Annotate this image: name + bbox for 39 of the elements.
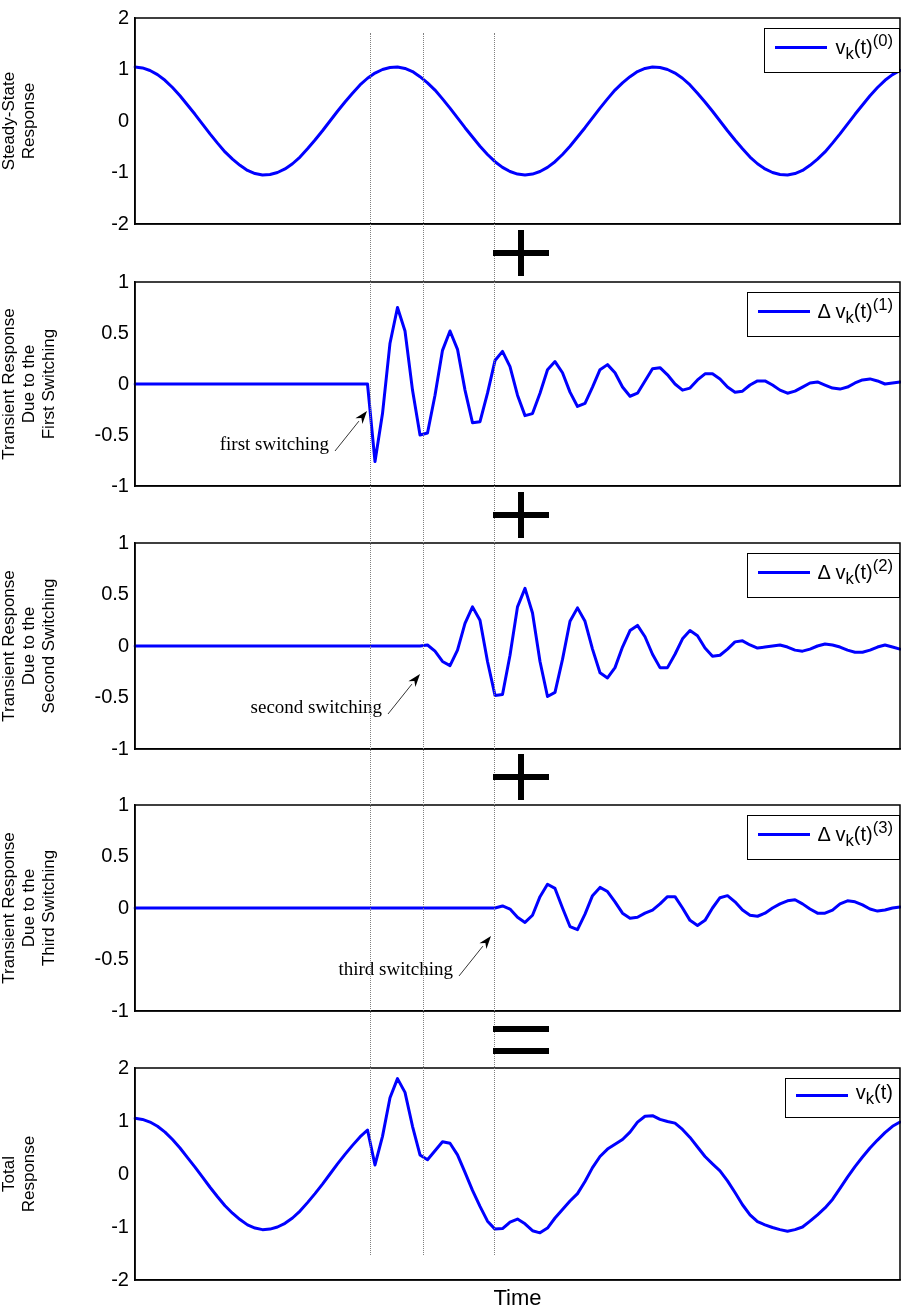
y-axis-title: Steady-State Response [0, 71, 39, 171]
y-tick-label: 1 [117, 57, 129, 80]
y-tick-label: 0 [117, 1161, 129, 1184]
y-tick-label: 1 [117, 530, 129, 553]
y-axis-title: Transient Response Due to the First Switching [0, 308, 58, 460]
y-tick-label: -1 [111, 160, 129, 183]
y-tick-label: -0.5 [94, 422, 129, 445]
y-tick-label: 0.5 [101, 320, 129, 343]
y-tick-label: -1 [111, 1214, 129, 1237]
y-tick-label: 0.5 [101, 844, 129, 867]
y-tick-label: 0 [117, 108, 129, 131]
y-tick-label: -1 [111, 998, 129, 1021]
legend-label: v$_{k}$(t) [855, 1081, 893, 1109]
y-axis-title: Transient Response Due to the Third Switching [0, 832, 58, 984]
y-tick-label: 1 [117, 792, 129, 815]
annotation: second switching [250, 695, 382, 718]
y-tick-label: 0 [117, 371, 129, 394]
annotation: third switching [338, 957, 453, 980]
y-tick-label: 0.5 [101, 582, 129, 605]
y-tick-label: 2 [117, 5, 129, 28]
y-tick-label: 1 [117, 269, 129, 292]
y-tick-label: 0 [117, 895, 129, 918]
annotation: first switching [219, 433, 329, 456]
x-axis-title: Time [493, 1284, 542, 1310]
y-tick-label: -2 [111, 211, 129, 234]
y-tick-label: 0 [117, 633, 129, 656]
y-tick-label: -1 [111, 473, 129, 496]
y-tick-label: -2 [111, 1267, 129, 1290]
y-axis-title: Total Response [0, 1135, 39, 1213]
y-tick-label: -1 [111, 736, 129, 759]
legend-label: Δ v$_{k}$(t)$^{(2)}$ [817, 556, 893, 589]
y-tick-label: 1 [117, 1108, 129, 1131]
legend-label: Δ v$_{k}$(t)$^{(3)}$ [817, 818, 893, 851]
legend-label: v$_{k}$(t)$^{(0)}$ [835, 31, 893, 64]
y-tick-label: 2 [117, 1055, 129, 1078]
y-tick-label: -0.5 [94, 947, 129, 970]
y-axis-title: Transient Response Due to the Second Switching [0, 570, 58, 722]
legend-label: Δ v$_{k}$(t)$^{(1)}$ [817, 295, 893, 328]
y-tick-label: -0.5 [94, 685, 129, 708]
